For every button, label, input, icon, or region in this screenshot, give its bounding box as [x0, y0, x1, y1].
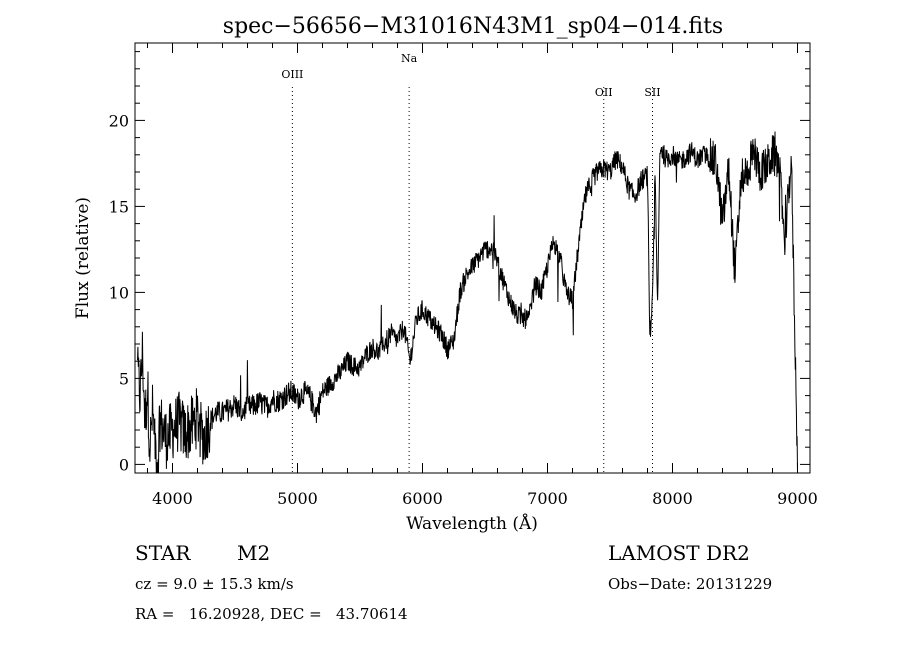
coords-text: RA = 16.20928, DEC = 43.70614 [135, 605, 408, 623]
line-marker-label: OIII [281, 68, 303, 81]
line-marker-label: Na [401, 52, 418, 65]
y-tick-label: 0 [119, 455, 129, 474]
line-marker-label: OII [595, 86, 613, 99]
survey-label: LAMOST DR2 [608, 541, 750, 565]
subclass-label: M2 [237, 541, 271, 565]
tick-labels: 4000 5000 6000 7000 8000 9000 0 5 10 15 20 [109, 111, 818, 508]
line-marker-label: SII [644, 86, 660, 99]
y-tick-label: 5 [119, 369, 129, 388]
x-axis-label: Wavelength (Å) [406, 513, 538, 534]
y-axis-label: Flux (relative) [73, 197, 93, 319]
obs-date-text: Obs−Date: 20131229 [608, 575, 773, 593]
x-tick-label: 7000 [527, 489, 568, 508]
redshift-text: cz = 9.0 ± 15.3 km/s [135, 575, 294, 593]
spectrum-line [137, 131, 798, 474]
x-tick-label: 6000 [402, 489, 443, 508]
x-tick-label: 5000 [277, 489, 318, 508]
x-tick-label: 8000 [652, 489, 693, 508]
axis-ticks [135, 43, 810, 473]
y-tick-label: 15 [109, 197, 129, 216]
class-label: STAR [135, 541, 191, 565]
chart-title: spec−56656−M31016N43M1_sp04−014.fits [223, 14, 723, 39]
x-tick-label: 4000 [152, 489, 193, 508]
x-tick-label: 9000 [777, 489, 818, 508]
y-tick-label: 10 [109, 283, 129, 302]
y-tick-label: 20 [109, 111, 129, 130]
